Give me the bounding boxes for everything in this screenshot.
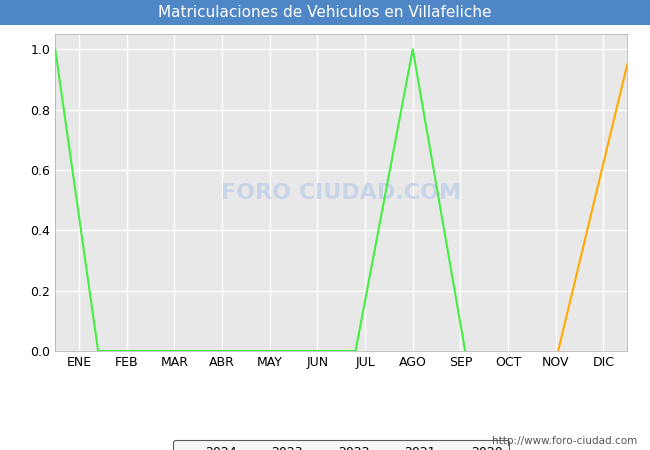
Text: http://www.foro-ciudad.com: http://www.foro-ciudad.com <box>492 436 637 446</box>
Legend: 2024, 2023, 2022, 2021, 2020: 2024, 2023, 2022, 2021, 2020 <box>174 440 509 450</box>
Text: Matriculaciones de Vehiculos en Villafeliche: Matriculaciones de Vehiculos en Villafel… <box>158 5 492 20</box>
Text: FORO CIUDAD.COM: FORO CIUDAD.COM <box>221 183 462 202</box>
